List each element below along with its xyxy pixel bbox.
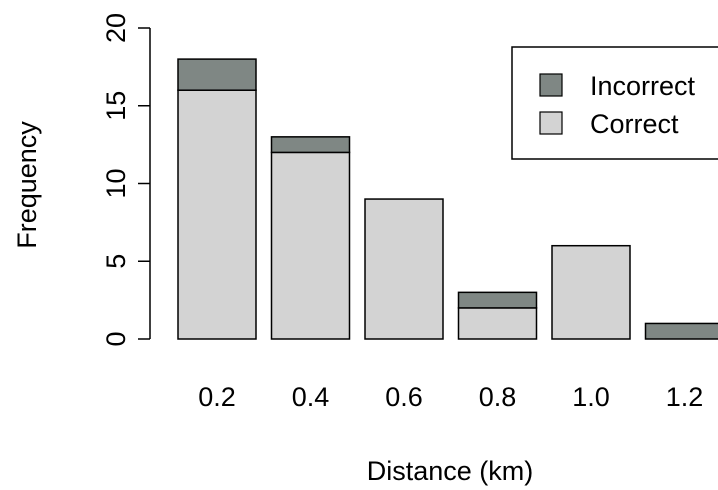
bar-segment-incorrect: [270, 136, 351, 154]
y-tick-label: 5: [101, 254, 131, 269]
legend-label-incorrect: Incorrect: [590, 71, 696, 101]
bar-segment-correct: [177, 89, 257, 340]
legend-swatch-incorrect: [539, 73, 563, 97]
bar-segment-correct: [364, 198, 444, 340]
bar-segment-correct: [270, 151, 351, 340]
x-axis-label: Distance (km): [367, 456, 534, 486]
x-tick-label: 0.2: [198, 382, 236, 412]
bar-segment-incorrect: [177, 58, 257, 91]
y-axis: 0 5 10 15 20: [101, 13, 151, 347]
x-tick-label: 0.6: [385, 382, 423, 412]
y-tick-label: 0: [101, 331, 131, 346]
x-tick-label: 0.4: [292, 382, 330, 412]
x-tick-label: 1.0: [572, 382, 610, 412]
bars: [177, 58, 718, 340]
legend-label-correct: Correct: [590, 109, 679, 139]
y-tick-label: 10: [101, 168, 131, 198]
bar-segment-correct: [457, 307, 538, 340]
y-tick-label: 15: [101, 91, 131, 121]
y-tick-label: 20: [101, 13, 131, 43]
legend-box: [511, 46, 718, 160]
legend: Incorrect Correct: [511, 46, 718, 160]
bar-segment-correct: [551, 244, 631, 340]
y-axis-label: Frequency: [12, 121, 42, 249]
x-tick-label: 0.8: [479, 382, 517, 412]
legend-swatch-correct: [539, 111, 563, 135]
x-tick-label: 1.2: [666, 382, 704, 412]
bar-segment-incorrect: [644, 322, 718, 340]
x-tick-labels: 0.2 0.4 0.6 0.8 1.0 1.2: [198, 382, 703, 412]
bar-segment-incorrect: [457, 291, 538, 309]
